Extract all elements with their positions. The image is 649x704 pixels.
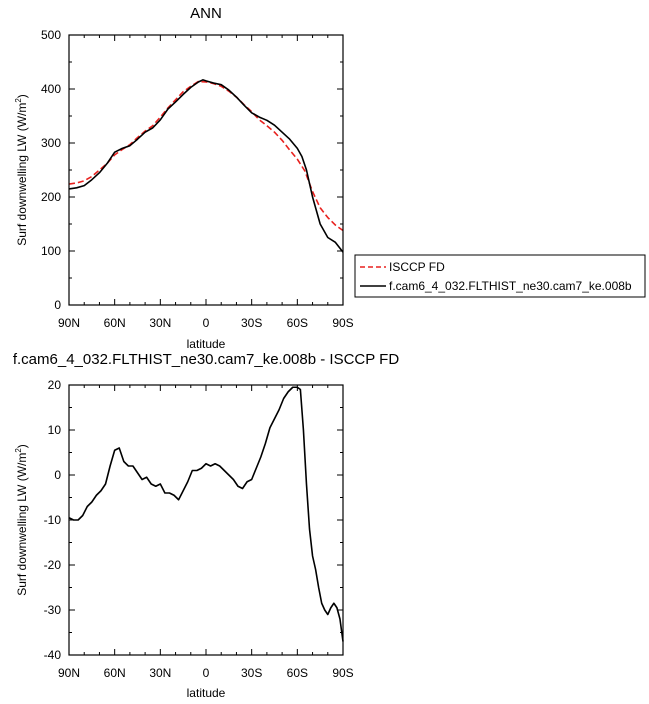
top-series-line-model — [68, 79, 344, 253]
bottom-panel-x-tick-labels: 90N 60N 30N 0 30S 60S 90S — [58, 666, 354, 680]
top-panel: ANN 90N 60N 30N 0 30S 60S 90S 0 100 200 300 400 500… — [14, 5, 354, 351]
top-panel-series — [68, 79, 344, 253]
top-x-tick-label: 90S — [332, 316, 353, 330]
bottom-panel-series — [68, 386, 344, 642]
top-x-tick-label: 90N — [58, 316, 80, 330]
top-x-tick-label: 30S — [241, 316, 262, 330]
top-panel-plot-frame — [68, 34, 344, 306]
bottom-x-tick-label: 90S — [332, 666, 353, 680]
bottom-y-tick-label: -30 — [44, 603, 62, 617]
top-x-tick-label: 60N — [104, 316, 126, 330]
bottom-y-tick-label: -20 — [44, 558, 62, 572]
legend-label-model: f.cam6_4_032.FLTHIST_ne30.cam7_ke.008b — [389, 279, 632, 293]
bottom-x-tick-label: 60N — [104, 666, 126, 680]
top-x-tick-label: 60S — [287, 316, 308, 330]
top-x-tick-label: 30N — [149, 316, 171, 330]
top-y-tick-label: 300 — [41, 136, 61, 150]
top-panel-y-axis-label: Surf downwelling LW (W/m2) — [14, 94, 29, 246]
bottom-x-tick-label: 0 — [203, 666, 210, 680]
bottom-y-tick-label: 20 — [48, 378, 62, 392]
top-series-line-isccp-fd — [68, 80, 344, 232]
top-y-tick-label: 200 — [41, 190, 61, 204]
top-panel-title: ANN — [190, 5, 222, 22]
bottom-series-line-model — [68, 386, 344, 642]
bottom-y-tick-label: -40 — [44, 648, 62, 662]
top-panel-x-tick-labels: 90N 60N 30N 0 30S 60S 90S — [58, 316, 354, 330]
bottom-x-tick-label: 30S — [241, 666, 262, 680]
bottom-x-tick-label: 90N — [58, 666, 80, 680]
top-y-tick-label: 0 — [54, 298, 61, 312]
legend-box — [354, 254, 646, 298]
bottom-panel-plot-frame — [68, 384, 344, 656]
top-y-tick-label: 400 — [41, 82, 61, 96]
bottom-panel-ticks — [68, 384, 344, 656]
bottom-panel: f.cam6_4_032.FLTHIST_ne30.cam7_ke.008b -… — [13, 351, 399, 700]
top-panel-y-tick-labels: 0 100 200 300 400 500 — [41, 28, 61, 312]
bottom-panel-title: f.cam6_4_032.FLTHIST_ne30.cam7_ke.008b -… — [13, 351, 399, 368]
top-y-tick-label: 500 — [41, 28, 61, 42]
bottom-y-tick-label: 0 — [54, 468, 61, 482]
top-panel-x-axis-label: latitude — [187, 337, 226, 351]
bottom-x-tick-label: 30N — [149, 666, 171, 680]
bottom-panel-x-axis-label: latitude — [187, 686, 226, 700]
top-y-tick-label: 100 — [41, 244, 61, 258]
bottom-y-tick-label: -10 — [44, 513, 62, 527]
legend-label-isccp-fd: ISCCP FD — [389, 260, 445, 274]
bottom-panel-y-tick-labels: -40 -30 -20 -10 0 10 20 — [44, 378, 62, 662]
bottom-x-tick-label: 60S — [287, 666, 308, 680]
legend: ISCCP FD f.cam6_4_032.FLTHIST_ne30.cam7_… — [354, 254, 646, 298]
top-x-tick-label: 0 — [203, 316, 210, 330]
top-panel-ticks — [68, 34, 344, 306]
bottom-y-tick-label: 10 — [48, 423, 62, 437]
bottom-panel-y-axis-label: Surf downwelling LW (W/m2) — [14, 444, 29, 596]
